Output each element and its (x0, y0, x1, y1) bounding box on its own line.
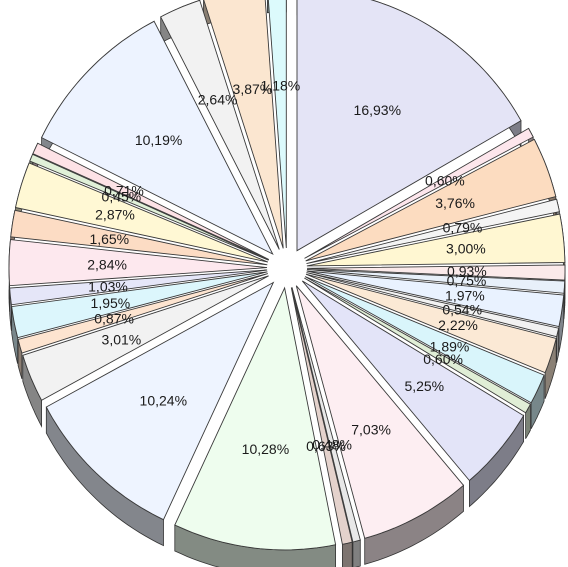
pie-slice-16 (174, 286, 337, 551)
slice-label-9: 2,22% (438, 317, 478, 333)
slice-label-24: 2,87% (95, 206, 135, 222)
slice-label-20: 1,95% (91, 295, 131, 311)
pie-slice-27 (40, 20, 274, 256)
slice-label-14: 0,48% (312, 437, 352, 453)
pie-slice-26 (32, 142, 270, 260)
pie-slice-20 (11, 271, 268, 339)
pie-slice-7 (306, 270, 565, 328)
slice-label-26: 0,71% (104, 183, 144, 199)
pie-slice-9 (305, 273, 557, 374)
pie-slice-22 (8, 239, 268, 287)
slice-label-23: 1,65% (89, 231, 129, 247)
slice-label-19: 0,87% (94, 311, 134, 327)
slice-wall-15 (342, 541, 353, 567)
slice-label-10: 1,89% (430, 338, 470, 354)
pie-slice-1 (304, 127, 534, 259)
pie-slice-28 (160, 0, 280, 250)
pie-slice-18 (22, 275, 269, 401)
slice-label-25: 0,45% (102, 189, 142, 205)
slice-label-22: 2,84% (87, 257, 127, 273)
slice-label-29: 3,87% (233, 81, 273, 97)
slice-label-8: 0,54% (442, 302, 482, 318)
slice-label-12: 5,25% (404, 378, 444, 394)
slice-label-28: 2,64% (198, 92, 238, 108)
pie-slice-2 (305, 138, 557, 262)
pie-slice-29 (203, 0, 284, 249)
pie-slice-10 (304, 276, 545, 404)
slice-label-4: 3,00% (446, 241, 486, 257)
pie-slice-19 (17, 273, 268, 354)
pie-slice-17 (45, 281, 275, 521)
pie-slice-6 (306, 268, 566, 294)
slice-label-18: 3,01% (102, 331, 142, 347)
slice-label-1: 0,60% (425, 173, 465, 189)
pie-slice-3 (306, 198, 560, 265)
slice-label-16: 10,28% (242, 441, 289, 457)
slice-label-30: 1,18% (261, 78, 301, 94)
slice-wall-14 (352, 539, 361, 567)
pie-slice-14 (291, 287, 361, 543)
pie-slice-11 (304, 277, 532, 414)
pie-slice-30 (267, 0, 287, 249)
slice-label-2: 3,76% (435, 195, 475, 211)
pie-slice-13 (295, 285, 465, 539)
pie-slice-0 (296, 0, 522, 252)
pie-slice-23 (10, 209, 268, 266)
pie-slice-24 (14, 162, 269, 263)
slice-label-5: 0,93% (447, 263, 487, 279)
slice-label-13: 7,03% (351, 421, 391, 437)
pie-slice-12 (301, 280, 525, 482)
slice-label-11: 0,60% (423, 351, 463, 367)
pie-slice-8 (306, 272, 560, 338)
slice-label-15: 0,63% (306, 438, 346, 454)
pie-slice-15 (290, 287, 353, 545)
pie-slice-25 (29, 153, 269, 261)
slice-label-6: 0,75% (447, 272, 487, 288)
pie-slice-5 (306, 264, 566, 281)
slice-label-3: 0,79% (443, 220, 483, 236)
pie-slice-4 (306, 213, 566, 267)
pie-slice-21 (9, 269, 268, 306)
slice-label-7: 1,97% (445, 288, 485, 304)
pie-top-faces (8, 0, 566, 551)
slice-label-17: 10,24% (140, 393, 187, 409)
slice-label-27: 10,19% (135, 132, 182, 148)
pie-slice-labels: 16,93% 0,60% 3,76% 0,79% 3,00% 0,93%0,75%1,97… (87, 78, 487, 457)
slice-label-21: 1,03% (88, 278, 128, 294)
slice-label-0: 16,93% (354, 102, 401, 118)
